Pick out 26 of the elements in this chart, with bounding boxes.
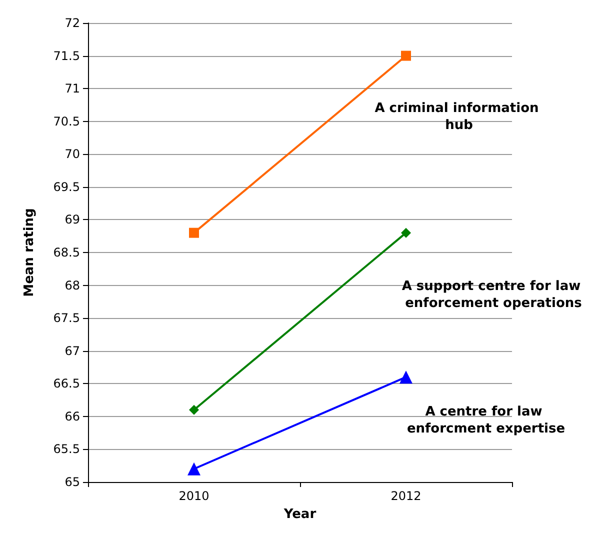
y-tick-label: 69 (64, 212, 80, 227)
y-tick-label: 66 (64, 409, 80, 424)
x-tick-label: 2012 (390, 489, 422, 503)
y-tick-label: 68 (64, 278, 80, 292)
point (401, 50, 411, 61)
series-label: A centre for law enforcment expertise (406, 404, 566, 437)
y-tick-label: 70.5 (53, 114, 80, 128)
y-tick-label: 65.5 (53, 442, 80, 456)
point (401, 228, 411, 238)
point (189, 228, 199, 238)
y-tick-label: 65 (64, 475, 80, 489)
y-tick-label: 71 (64, 82, 80, 96)
y-tick-label: 70 (64, 147, 80, 162)
y-axis-title: Mean rating (22, 208, 37, 297)
y-tick-label: 68.5 (53, 246, 80, 260)
x-tick-label: 2010 (178, 489, 210, 503)
x-axis-title: Year (282, 507, 317, 522)
series-label: A criminal information hub (374, 100, 544, 133)
y-tick-label: 67 (64, 344, 80, 358)
y-tick-label: 71.5 (53, 48, 80, 63)
point (189, 404, 199, 415)
y-tick-label: 69.5 (53, 180, 80, 194)
y-tick-label: 72 (64, 16, 80, 30)
y-tick-label: 66.5 (53, 376, 80, 391)
text: A support centre for law enforcement operations (402, 278, 586, 311)
y-tick-label: 67.5 (53, 311, 80, 326)
